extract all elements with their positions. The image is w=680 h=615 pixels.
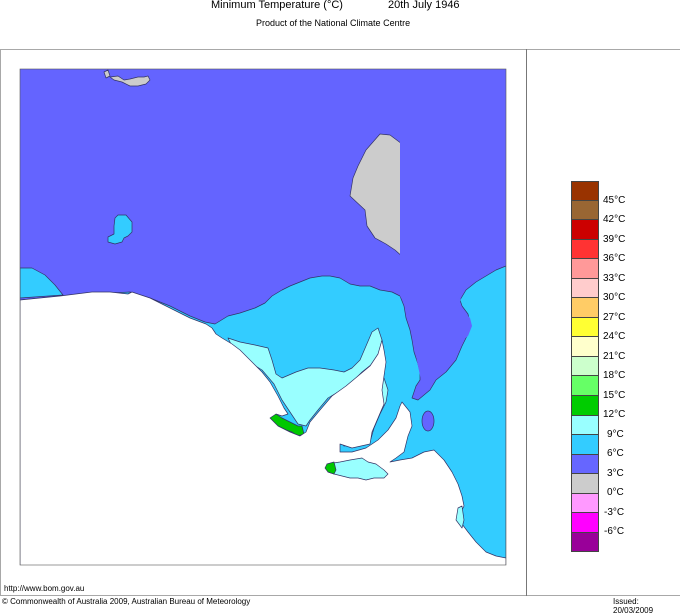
legend-label: 6°C: [607, 448, 624, 459]
legend-swatch: [571, 532, 599, 553]
legend-swatch: [571, 493, 599, 514]
ocean-southern: [20, 291, 506, 565]
source-url: http://www.bom.gov.au: [4, 584, 85, 593]
legend-label: 42°C: [603, 214, 626, 225]
legend-swatch: [571, 317, 599, 338]
title-text: Minimum Temperature (°C): [211, 0, 343, 11]
legend-label: 33°C: [603, 273, 626, 284]
legend-swatch: [571, 337, 599, 357]
legend-label: -6°C: [604, 526, 625, 537]
legend-swatch: [571, 474, 599, 494]
title-date: 20th July 1946: [388, 0, 460, 11]
kangaroo-island-west: [324, 461, 337, 475]
legend-label: 45°C: [603, 195, 626, 206]
legend-label: 27°C: [603, 312, 626, 323]
zone-3-6c-ellipse: [421, 410, 435, 432]
legend-swatch: [571, 200, 599, 221]
legend-swatch: [571, 513, 599, 533]
legend-label: 0°C: [607, 487, 624, 498]
legend-swatch: [571, 396, 599, 416]
legend-label: 12°C: [603, 409, 626, 420]
legend-swatch: [571, 298, 599, 318]
legend-swatch: [571, 278, 599, 299]
legend-label: 24°C: [603, 331, 626, 342]
legend-swatch: [571, 454, 599, 475]
zone-6-9c-west: [20, 267, 64, 299]
legend-label: 15°C: [603, 390, 626, 401]
kangaroo-island: [326, 457, 389, 481]
map-border: [19, 68, 507, 566]
legend-swatch: [571, 356, 599, 377]
legend-label: 3°C: [607, 468, 624, 479]
subtitle: Product of the National Climate Centre: [256, 18, 411, 28]
copyright: © Commonwealth of Australia 2009, Austra…: [2, 597, 251, 606]
legend-label: -3°C: [604, 507, 625, 518]
chart-title: Minimum Temperature (°C) 20th July 1946: [0, 0, 680, 14]
zone-0-3c-north: [103, 69, 151, 87]
legend-label: 21°C: [603, 351, 626, 362]
color-legend: [571, 181, 599, 553]
zone-3-6c-tongue: [400, 69, 506, 386]
legend-divider: [526, 49, 527, 596]
legend-swatch: [571, 220, 599, 240]
zone-9-12c-southeast: [455, 505, 465, 529]
legend-label: 30°C: [603, 292, 626, 303]
legend-label: 9°C: [607, 429, 624, 440]
legend-label: 39°C: [603, 234, 626, 245]
issued-date: Issued: 20/03/2009: [613, 597, 654, 615]
legend-label: 18°C: [603, 370, 626, 381]
zone-6-9c-blob: [107, 214, 133, 245]
legend-label: 36°C: [603, 253, 626, 264]
legend-swatch: [571, 435, 599, 455]
legend-swatch: [571, 259, 599, 279]
legend-swatch: [571, 376, 599, 397]
map-frame: [0, 49, 680, 596]
legend-swatch: [571, 239, 599, 260]
legend-swatch: [571, 415, 599, 436]
legend-swatch: [571, 181, 599, 201]
